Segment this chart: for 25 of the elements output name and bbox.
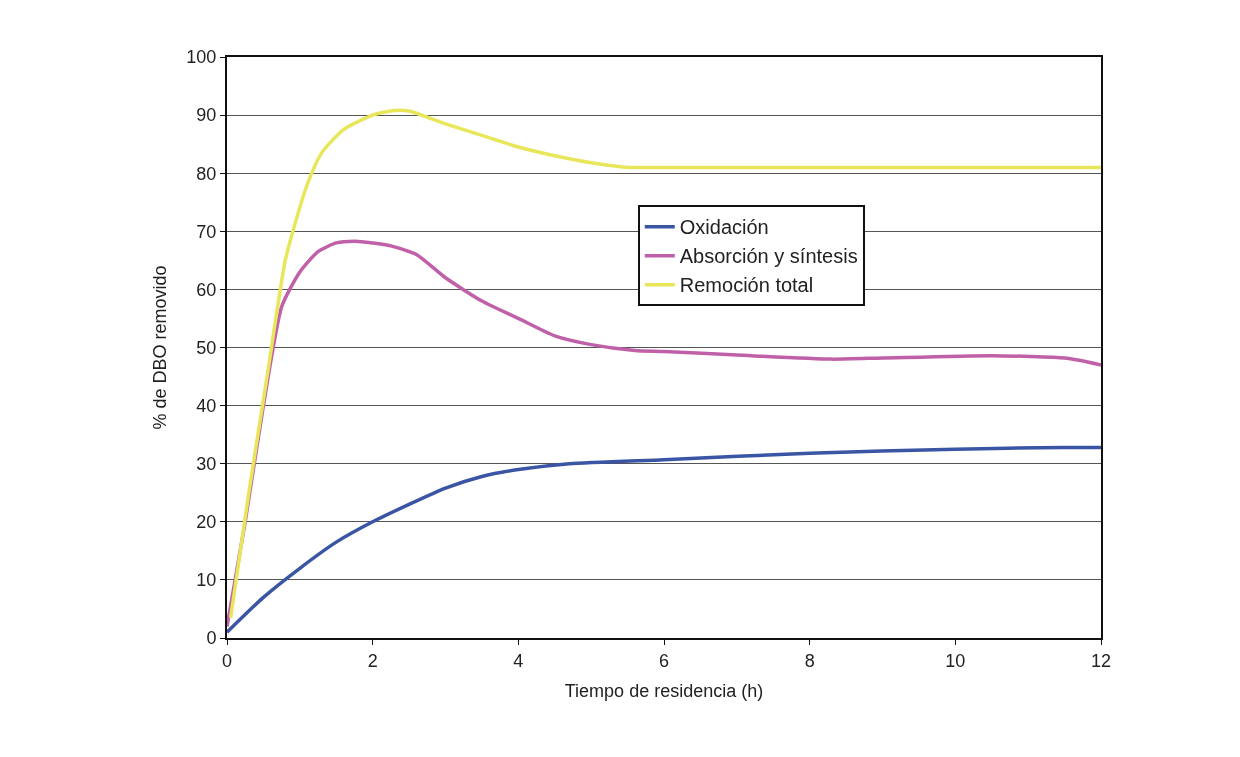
x-tick-label: 10 <box>945 650 966 671</box>
line-series <box>228 108 1101 620</box>
x-tick-label: 4 <box>513 650 524 671</box>
y-tick-label: 100 <box>186 47 217 68</box>
y-tick-label: 40 <box>196 395 217 416</box>
legend-label: Absorción y síntesis <box>679 245 858 268</box>
legend-label: Oxidación <box>679 216 769 239</box>
y-tick-label: 10 <box>196 570 217 591</box>
x-tick-label: 2 <box>367 650 378 671</box>
y-tick-label: 80 <box>196 163 217 184</box>
y-axis-title: % de DBO removido <box>150 265 171 430</box>
y-tick-label: 60 <box>196 279 217 300</box>
legend-label: Remoción total <box>679 274 814 297</box>
y-tick-label: 30 <box>196 454 217 474</box>
x-tick-label: 6 <box>658 650 670 671</box>
y-tick-label: 0 <box>206 628 217 649</box>
line-series <box>227 445 1101 634</box>
y-tick-label: 20 <box>196 512 217 533</box>
y-tick-label: 70 <box>196 221 217 242</box>
x-tick-label: 8 <box>804 650 815 671</box>
x-tick-label: 0 <box>221 650 233 671</box>
y-tick-label: 50 <box>196 337 217 358</box>
x-axis-title: Tiempo de residencia (h) <box>564 681 764 702</box>
x-tick-label: 12 <box>1090 650 1112 671</box>
y-tick-label: 90 <box>196 105 217 126</box>
